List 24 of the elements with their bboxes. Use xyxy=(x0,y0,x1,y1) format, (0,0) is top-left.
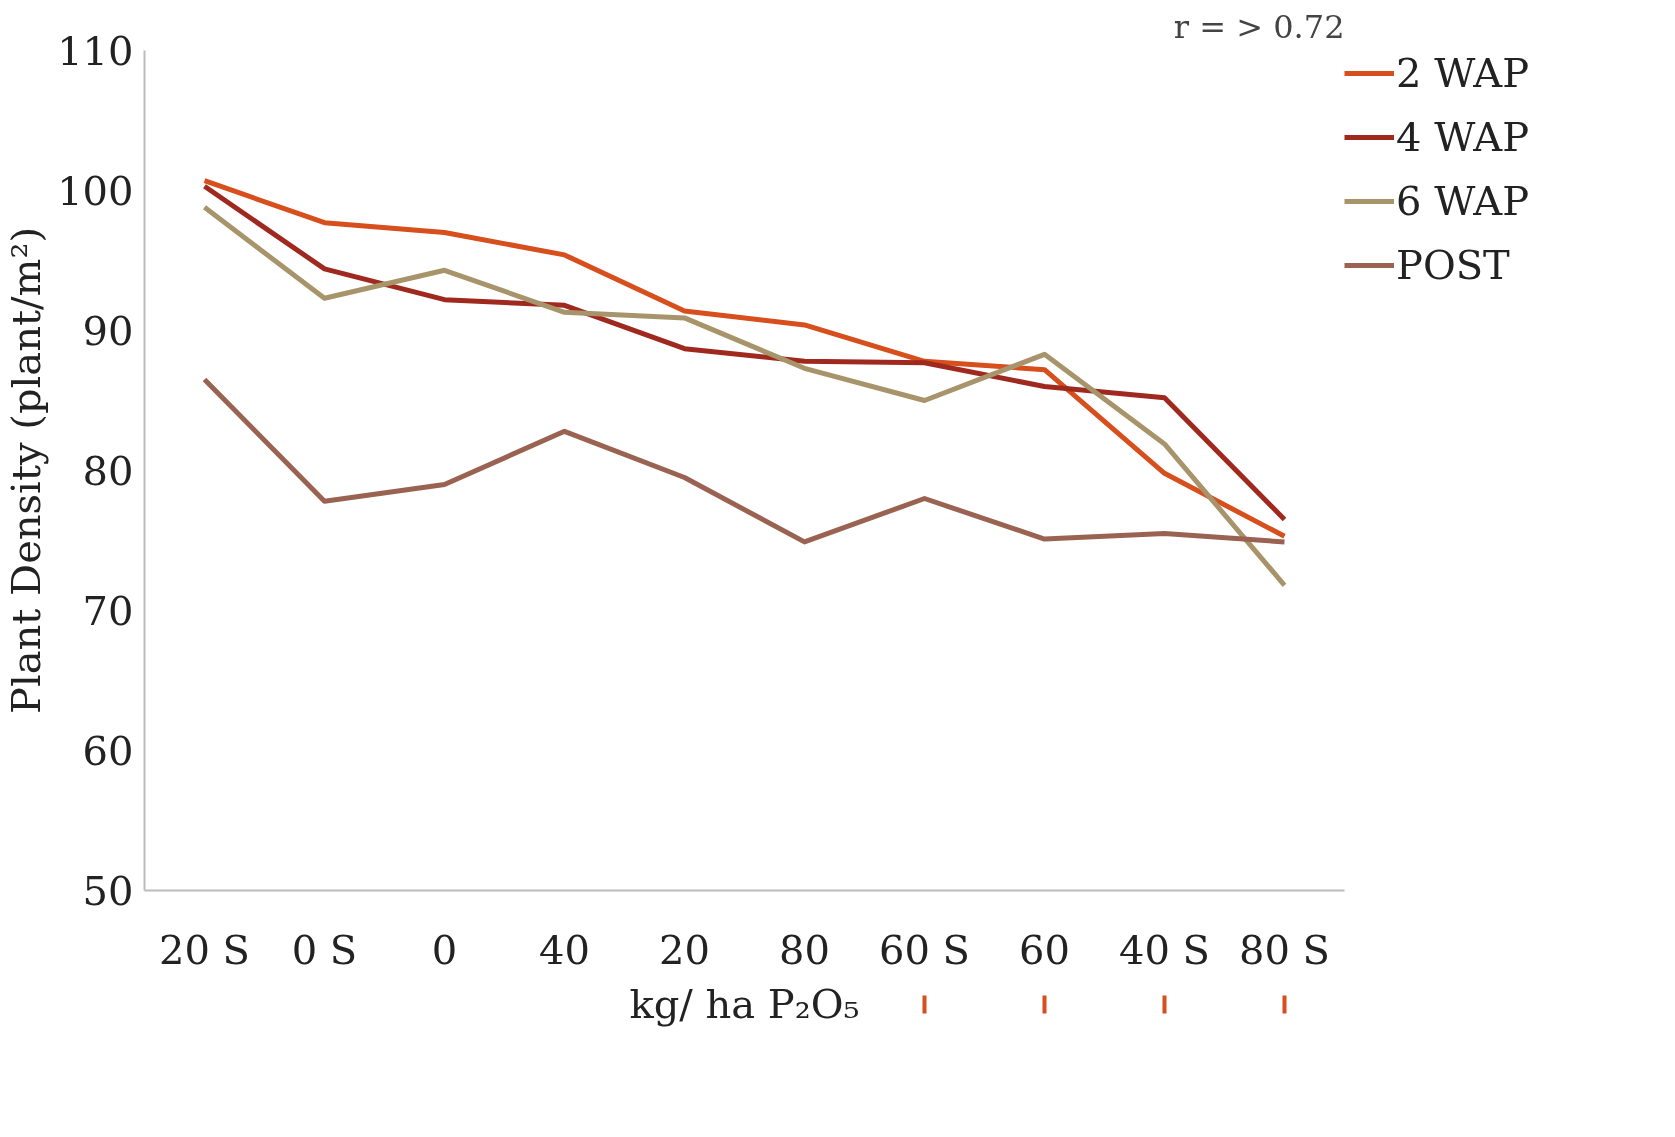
text: r = > 0.72 xyxy=(1173,7,1345,46)
x-tick-label: 20 S xyxy=(158,926,251,973)
x-axis-title: kg/ ha P₂O₅ xyxy=(629,980,860,1027)
legend-label: 6 WAP xyxy=(1396,178,1530,224)
x-tick-label: 80 S xyxy=(1238,926,1331,973)
y-tick-label: 50 xyxy=(82,868,134,914)
y-axis-title: Plant Density (plant/m²) xyxy=(3,226,50,715)
y-tick-label: 90 xyxy=(82,308,134,354)
x-tick-label: 40 xyxy=(539,926,590,973)
y-tick-label: 70 xyxy=(82,588,134,634)
legend-label: 2 WAP xyxy=(1396,50,1530,96)
y-tick-label: 110 xyxy=(57,28,134,74)
x-tick-label: 80 xyxy=(779,926,830,973)
x-tick-label: 60 S xyxy=(878,926,971,973)
x-tick-label: 20 xyxy=(659,926,710,973)
x-tick-label: 0 S xyxy=(291,926,358,973)
legend-label: POST xyxy=(1396,242,1510,288)
x-tick-label: 0 xyxy=(431,926,458,973)
y-tick-label: 60 xyxy=(82,728,134,774)
x-tick-label: 40 S xyxy=(1118,926,1211,973)
y-tick-label: 80 xyxy=(82,448,134,494)
x-tick-label: 60 xyxy=(1019,926,1070,973)
y-tick-label: 100 xyxy=(57,168,134,214)
legend-label: 4 WAP xyxy=(1396,114,1530,160)
